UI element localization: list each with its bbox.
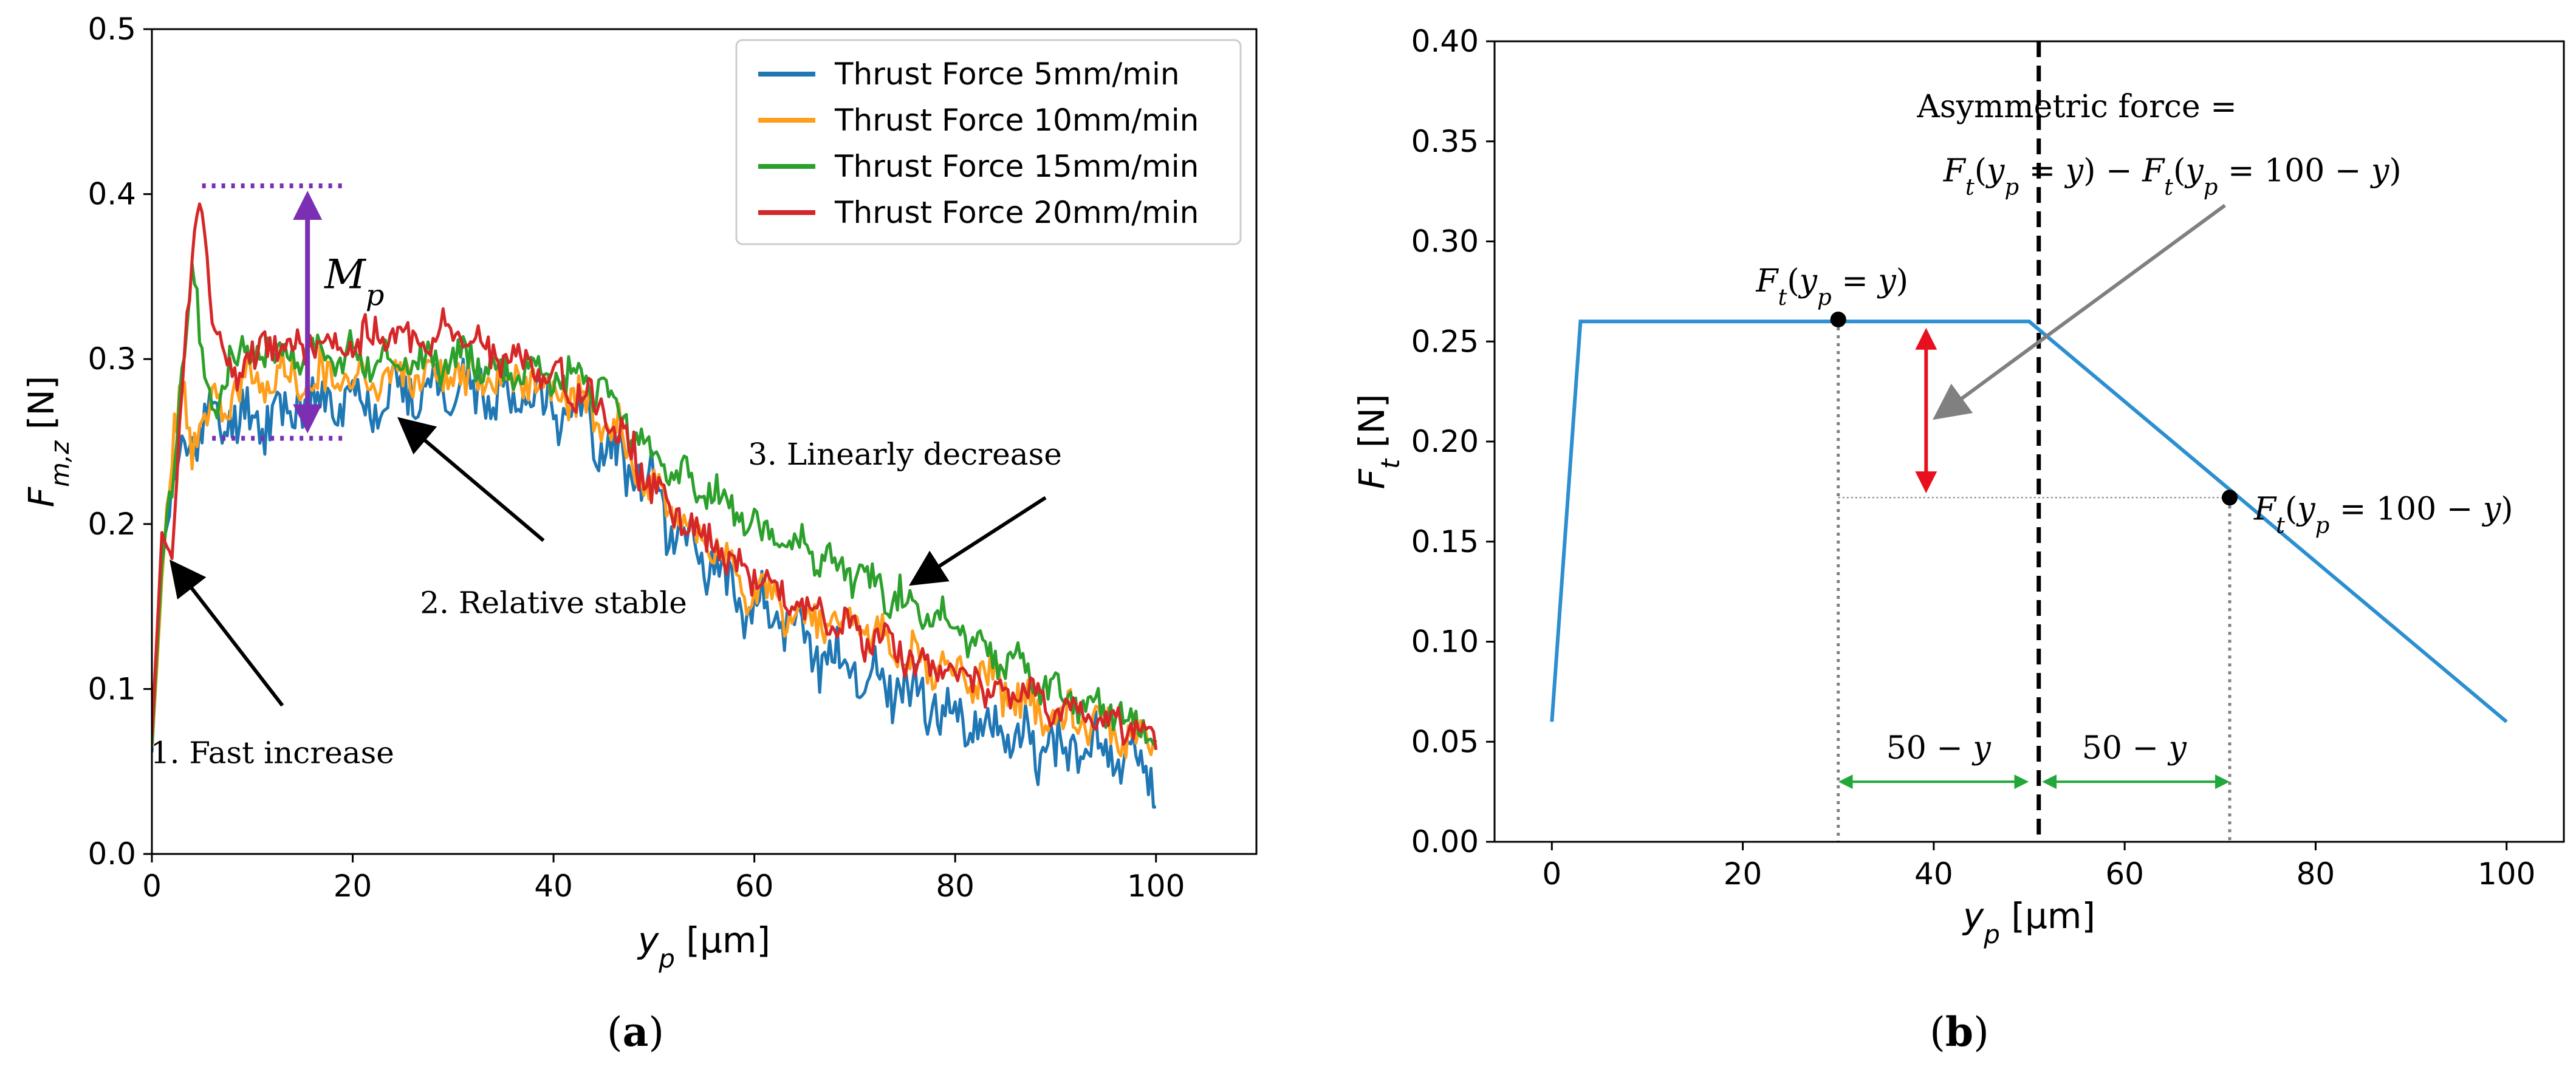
b-ytick-label: 0.20 bbox=[1411, 424, 1479, 459]
mp-label: Mp bbox=[324, 251, 384, 312]
b-axes-frame bbox=[1493, 40, 2565, 843]
a-ytick-label: 0.2 bbox=[87, 507, 136, 542]
b-ylabel: Ft [N] bbox=[1351, 394, 1405, 490]
series-line bbox=[152, 344, 1158, 759]
dimension-label-right: 50 − y bbox=[2082, 730, 2187, 766]
b-guides bbox=[1837, 41, 2232, 842]
b-xtick-label: 0 bbox=[1542, 856, 1561, 892]
series-line bbox=[152, 262, 1157, 746]
legend-box bbox=[735, 39, 1242, 245]
b-ytick-label: 0.30 bbox=[1411, 224, 1479, 259]
legend-label: Thrust Force 5mm/min bbox=[834, 56, 1180, 92]
point-marker bbox=[2222, 490, 2238, 506]
a-ytick-label: 0.5 bbox=[87, 12, 136, 47]
a-xtick-label: 20 bbox=[334, 869, 372, 904]
a-axes-frame bbox=[151, 28, 1258, 855]
a-xtick-label: 100 bbox=[1127, 869, 1185, 904]
b-ticks: 0 20 40 60 80 100 0.00 0.05 0.10 0.15 0.20 0.25 0.30… bbox=[1411, 24, 2536, 892]
annotation-text: 3. Linearly decrease bbox=[748, 437, 1062, 472]
b-xlabel: yp [μm] bbox=[1962, 895, 2095, 949]
point-label-right: Ft(yp = 100 − y) bbox=[2253, 491, 2513, 538]
b-xtick-label: 40 bbox=[1914, 856, 1953, 892]
legend: Thrust Force 5mm/min Thrust Force 10mm/mi… bbox=[735, 39, 1242, 245]
annotation-text: 2. Relative stable bbox=[420, 585, 687, 620]
a-series bbox=[152, 202, 1158, 809]
asymmetric-title: Asymmetric force = bbox=[1916, 89, 2236, 125]
panel-b: 0 20 40 60 80 100 0.00 0.05 0.10 0.15 0.20 0.25 0.30… bbox=[1351, 24, 2565, 1056]
point-marker bbox=[1830, 312, 1846, 328]
b-ytick-label: 0.05 bbox=[1411, 724, 1479, 759]
a-xtick-label: 80 bbox=[936, 869, 975, 904]
annotation-arrow bbox=[170, 559, 284, 707]
annotation-arrow bbox=[908, 496, 1047, 586]
annotation-arrow bbox=[397, 417, 545, 542]
a-panel-label: (a) bbox=[607, 1008, 664, 1056]
mp-annotation: Mp bbox=[202, 183, 385, 441]
a-ytick-label: 0.0 bbox=[87, 836, 136, 872]
a-xtick-label: 0 bbox=[142, 869, 162, 904]
a-ylabel: Fm,z [N] bbox=[21, 376, 75, 508]
b-ytick-label: 0.25 bbox=[1411, 324, 1479, 359]
b-ytick-label: 0.15 bbox=[1411, 524, 1479, 559]
a-xlabel: yp [μm] bbox=[637, 920, 770, 974]
a-ticks: 0 20 40 60 80 100 0.0 0.1 0.2 0.3 0.4 0.5 bbox=[87, 12, 1185, 904]
annotation-arrow bbox=[1933, 203, 2226, 420]
legend-label: Thrust Force 10mm/min bbox=[834, 103, 1199, 138]
a-xtick-label: 60 bbox=[735, 869, 774, 904]
a-ytick-label: 0.1 bbox=[87, 671, 136, 706]
b-ytick-label: 0.35 bbox=[1411, 124, 1479, 159]
legend-label: Thrust Force 15mm/min bbox=[834, 149, 1199, 184]
dimension-label-left: 50 − y bbox=[1886, 730, 1992, 766]
a-ytick-label: 0.4 bbox=[87, 177, 136, 212]
asymmetric-formula: Ft(yp = y) − Ft(yp = 100 − y) bbox=[1943, 153, 2402, 200]
a-ytick-label: 0.3 bbox=[87, 341, 136, 377]
b-annotations: Ft(yp = y) Ft(yp = 100 − y) Asymmetric for… bbox=[1755, 89, 2513, 790]
b-xtick-label: 100 bbox=[2478, 856, 2535, 892]
b-ytick-label: 0.10 bbox=[1411, 624, 1479, 660]
b-panel-label: (b) bbox=[1930, 1008, 1989, 1056]
b-xtick-label: 60 bbox=[2105, 856, 2144, 892]
series-line bbox=[1550, 319, 2508, 723]
panel-a: 0 20 40 60 80 100 0.0 0.1 0.2 0.3 0.4 0.5 Mp 1. Fas… bbox=[21, 12, 1258, 1056]
legend-label: Thrust Force 20mm/min bbox=[834, 195, 1199, 230]
point-label-left: Ft(yp = y) bbox=[1755, 263, 1908, 310]
b-ytick-label: 0.00 bbox=[1411, 824, 1479, 859]
b-ytick-label: 0.40 bbox=[1411, 24, 1479, 59]
annotation-text: 1. Fast increase bbox=[151, 736, 394, 771]
a-annotations: 1. Fast increase 2. Relative stable 3. Lin… bbox=[151, 417, 1062, 771]
a-xtick-label: 40 bbox=[534, 869, 573, 904]
b-xtick-label: 20 bbox=[1724, 856, 1762, 892]
b-series bbox=[1550, 319, 2508, 723]
b-xtick-label: 80 bbox=[2297, 856, 2335, 892]
